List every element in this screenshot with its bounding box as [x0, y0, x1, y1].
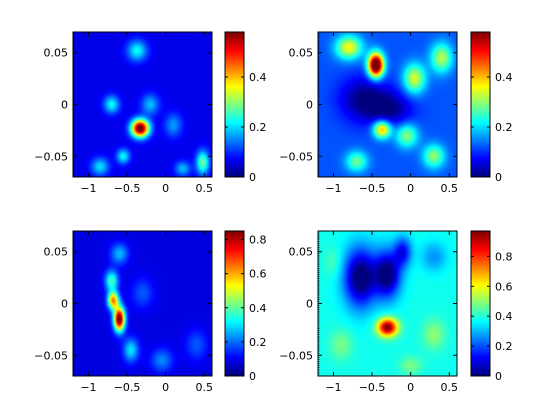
- y-tick-label: −0.05: [279, 150, 313, 163]
- colorbar-tick-label: 0.4: [495, 71, 513, 84]
- colorbar-frame: [224, 230, 245, 377]
- colorbar-frame: [470, 31, 491, 178]
- x-tick-label: 0: [162, 182, 169, 195]
- colorbar-frame: [224, 31, 245, 178]
- colorbar-tick-label: 0: [495, 370, 502, 383]
- x-tick-label: 0.5: [196, 182, 214, 195]
- colorbar: 0 0.2 0.4: [224, 31, 267, 184]
- y-tick-label: 0.05: [44, 47, 69, 60]
- colorbar: 0 0.2 0.4: [470, 31, 513, 184]
- colorbar: 0 0.2 0.4 0.6 0.8: [470, 230, 513, 383]
- subplot-top-left: −1 −0.5 0 0.5 0.05 0 −0.05 0 0.2 0.4: [34, 31, 267, 195]
- y-tick-label: −0.05: [279, 349, 313, 362]
- heatmap-image: [318, 32, 457, 177]
- x-tick-label: 0.5: [196, 381, 214, 394]
- y-tick-label: 0: [61, 298, 68, 311]
- y-tick-label: 0: [61, 99, 68, 112]
- subplot-top-right: −1 −0.5 0 0.5 0.05 0 −0.05 0 0.2 0.4: [279, 31, 513, 195]
- colorbar-tick-label: 0.4: [249, 71, 267, 84]
- y-tick-label: 0.05: [289, 47, 314, 60]
- colorbar-gradient: [471, 231, 490, 376]
- colorbar-tick-label: 0.6: [249, 268, 267, 281]
- colorbar-tick-label: 0.8: [495, 250, 513, 263]
- heatmap-image: [318, 231, 457, 376]
- colorbar-tick-label: 0.4: [249, 302, 267, 315]
- colorbar-tick-label: 0.2: [495, 340, 513, 353]
- colorbar-frame: [470, 230, 491, 377]
- colorbar-tick-label: 0.2: [495, 121, 513, 134]
- x-tick-label: −0.5: [114, 182, 141, 195]
- y-tick-label: −0.05: [34, 150, 68, 163]
- colorbar-gradient: [225, 231, 244, 376]
- colorbar-tick-label: 0.6: [495, 280, 513, 293]
- x-tick-label: 0: [162, 381, 169, 394]
- x-tick-label: −0.5: [114, 381, 141, 394]
- colorbar-tick-label: 0: [495, 171, 502, 184]
- colorbar-tick-label: 0.8: [249, 234, 267, 247]
- x-tick-label: 0: [407, 381, 414, 394]
- x-tick-label: −1: [80, 381, 96, 394]
- x-tick-label: −1: [325, 381, 341, 394]
- colorbar-tick-label: 0.4: [495, 310, 513, 323]
- colorbar-tick-label: 0: [249, 171, 256, 184]
- heatmap-image: [73, 32, 212, 177]
- x-tick-label: −0.5: [359, 182, 386, 195]
- x-tick-label: −1: [325, 182, 341, 195]
- heatmap-image: [73, 231, 212, 376]
- y-tick-label: 0.05: [44, 246, 69, 259]
- x-tick-label: 0.5: [441, 182, 459, 195]
- y-tick-label: 0: [306, 99, 313, 112]
- y-tick-label: 0.05: [289, 246, 314, 259]
- colorbar-tick-label: 0.2: [249, 121, 267, 134]
- colorbar-gradient: [471, 32, 490, 177]
- x-tick-label: −1: [80, 182, 96, 195]
- subplot-bottom-left: −1 −0.5 0 0.5 0.05 0 −0.05 0 0.2 0.4 0.6 0.8: [34, 230, 267, 394]
- x-tick-label: 0.5: [441, 381, 459, 394]
- x-tick-label: −0.5: [359, 381, 386, 394]
- y-tick-label: −0.05: [34, 349, 68, 362]
- subplot-bottom-right: −1 −0.5 0 0.5 0.05 0 −0.05 0 0.2 0.4 0.6 0.8: [279, 230, 513, 394]
- colorbar: 0 0.2 0.4 0.6 0.8: [224, 230, 267, 383]
- y-tick-label: 0: [306, 298, 313, 311]
- x-tick-label: 0: [407, 182, 414, 195]
- colorbar-tick-label: 0.2: [249, 336, 267, 349]
- colorbar-tick-label: 0: [249, 370, 256, 383]
- colorbar-gradient: [225, 32, 244, 177]
